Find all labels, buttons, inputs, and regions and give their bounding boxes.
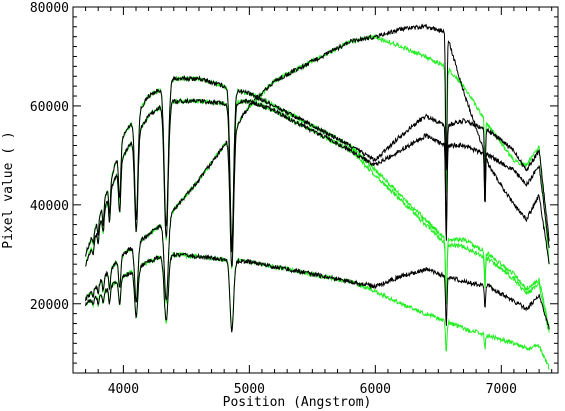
plot-frame — [72, 6, 559, 374]
x-tick-label: 4000 — [108, 382, 139, 397]
black-spectrum-line — [85, 97, 550, 267]
green-spectrum-line — [85, 33, 550, 304]
y-tick-label: 40000 — [30, 199, 69, 214]
x-axis-label: Position (Angstrom) — [223, 395, 372, 410]
ticks-layer: 4000 5000 6000 7000 20000 40000 60000 80000 — [30, 1, 558, 397]
x-tick-label: 6000 — [360, 382, 391, 397]
black-spectrum-line — [85, 75, 550, 257]
y-tick-label: 60000 — [30, 100, 69, 115]
x-tick-label: 5000 — [234, 382, 265, 397]
green-spectrum-line — [85, 251, 550, 370]
y-tick-label: 80000 — [30, 1, 69, 16]
y-tick-label: 20000 — [30, 298, 69, 313]
x-tick-label: 7000 — [486, 382, 517, 397]
series-layer — [85, 23, 550, 370]
black-spectrum-line — [85, 252, 550, 333]
black-spectrum-line — [85, 23, 550, 303]
y-axis-label: Pixel value ( ) — [1, 131, 16, 248]
